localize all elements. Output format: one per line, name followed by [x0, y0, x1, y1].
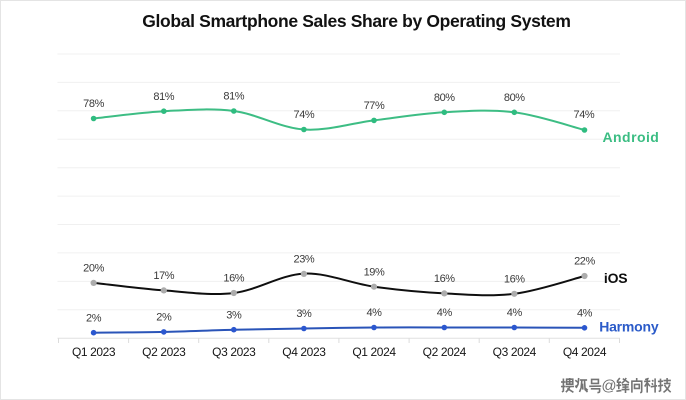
svg-text:iOS: iOS — [604, 270, 628, 286]
svg-text:81%: 81% — [223, 91, 244, 103]
svg-text:17%: 17% — [153, 270, 174, 282]
svg-text:@: @ — [601, 378, 616, 395]
svg-text:2%: 2% — [86, 312, 102, 324]
svg-text:4%: 4% — [507, 307, 523, 319]
svg-text:74%: 74% — [293, 109, 314, 121]
svg-text:3%: 3% — [226, 309, 242, 321]
svg-text:Q3 2023: Q3 2023 — [212, 345, 256, 359]
svg-text:22%: 22% — [574, 256, 595, 268]
svg-text:2%: 2% — [156, 312, 172, 324]
svg-text:4%: 4% — [577, 308, 593, 320]
svg-text:Q1 2024: Q1 2024 — [352, 345, 396, 359]
svg-text:3%: 3% — [296, 308, 312, 320]
svg-text:Q4 2023: Q4 2023 — [282, 345, 326, 359]
svg-text:20%: 20% — [83, 263, 104, 275]
svg-text:19%: 19% — [364, 266, 385, 278]
svg-text:80%: 80% — [504, 92, 525, 104]
svg-text:81%: 81% — [153, 91, 174, 103]
svg-text:Q4 2024: Q4 2024 — [563, 345, 607, 359]
svg-text:Q1 2023: Q1 2023 — [72, 345, 116, 359]
svg-text:Q2 2024: Q2 2024 — [423, 345, 467, 359]
svg-text:Android: Android — [603, 129, 660, 145]
svg-text:16%: 16% — [223, 273, 244, 285]
svg-text:4%: 4% — [366, 307, 382, 319]
svg-text:Q2 2023: Q2 2023 — [142, 345, 186, 359]
svg-text:16%: 16% — [434, 273, 455, 285]
svg-text:74%: 74% — [573, 109, 594, 121]
svg-text:78%: 78% — [83, 98, 104, 110]
svg-text:80%: 80% — [434, 92, 455, 104]
svg-text:Q3 2024: Q3 2024 — [493, 345, 537, 359]
svg-text:Harmony: Harmony — [599, 319, 659, 335]
svg-text:16%: 16% — [504, 274, 525, 286]
svg-text:23%: 23% — [293, 253, 314, 265]
svg-text:@: @ — [603, 379, 618, 396]
svg-text:4%: 4% — [437, 307, 453, 319]
svg-text:77%: 77% — [364, 100, 385, 112]
svg-text:Global Smartphone Sales Share: Global Smartphone Sales Share by Operati… — [142, 11, 570, 31]
